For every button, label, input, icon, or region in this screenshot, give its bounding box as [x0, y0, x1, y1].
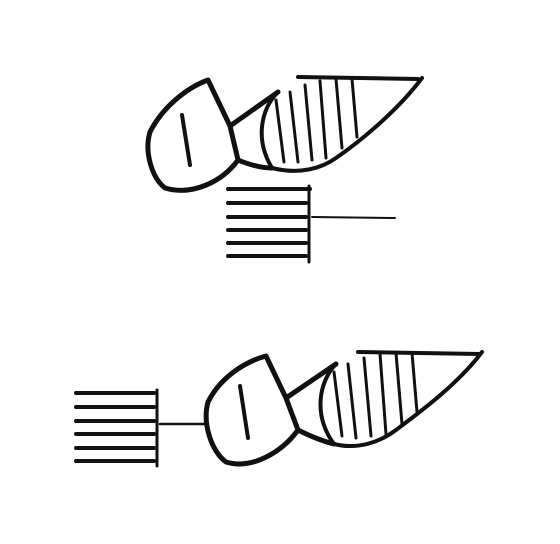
lower-bulb	[203, 353, 301, 467]
lower-cone-ribs	[332, 351, 419, 440]
lower-neck	[283, 361, 339, 401]
lower-needle-hub	[74, 388, 208, 468]
lower-cone-body	[318, 350, 484, 449]
upper-needle-hub	[226, 184, 396, 264]
upper-bulb-stroke	[180, 113, 192, 167]
lower-bulb-stroke	[238, 384, 250, 440]
upper-cone-body	[259, 75, 424, 173]
upper-neck-lower	[235, 157, 275, 171]
upper-bulb	[145, 77, 241, 193]
upper-cone-ribs	[274, 77, 359, 164]
lower-assembly	[74, 350, 484, 468]
upper-assembly	[145, 75, 424, 264]
upper-neck	[227, 89, 281, 129]
